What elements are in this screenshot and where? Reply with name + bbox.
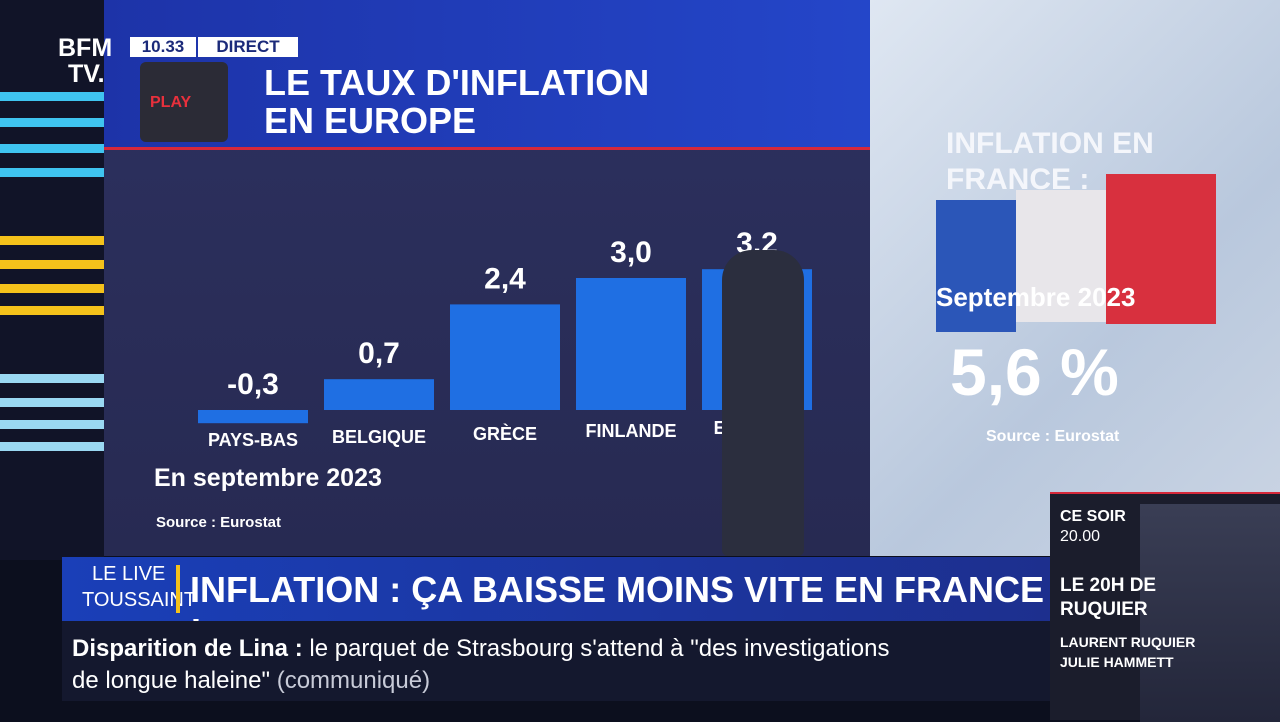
promo-time: 20.00 bbox=[1060, 528, 1101, 545]
logo-bottom: TV. bbox=[68, 60, 105, 88]
france-title: INFLATION EN FRANCE : bbox=[946, 127, 1154, 196]
flag-white bbox=[1016, 190, 1106, 322]
banner-divider bbox=[176, 565, 180, 613]
bar bbox=[198, 410, 308, 424]
logo-top: BFM bbox=[58, 34, 113, 62]
value-label: 3,0 bbox=[610, 236, 652, 269]
france-value: 5,6 % bbox=[950, 335, 1119, 409]
chart-source: Source : Eurostat bbox=[156, 514, 282, 531]
category-label: FINLANDE bbox=[586, 421, 677, 441]
bar bbox=[450, 304, 560, 410]
flag-red bbox=[1106, 174, 1216, 324]
ticker-note: (communiqué) bbox=[276, 667, 431, 694]
ticker-body: le parquet de Strasbourg s'attend à "des… bbox=[72, 635, 890, 694]
chart-title: LE TAUX D'INFLATION EN EUROPE bbox=[264, 62, 650, 141]
promo-when: CE SOIR bbox=[1060, 508, 1126, 525]
category-label: PAYS-BAS bbox=[208, 430, 298, 450]
value-label: 0,7 bbox=[358, 337, 400, 370]
led-wall bbox=[0, 0, 104, 560]
promo-photo bbox=[1140, 504, 1280, 722]
category-label: GRÈCE bbox=[473, 423, 537, 444]
promo-host2: JULIE HAMMETT bbox=[1060, 654, 1174, 670]
bar bbox=[576, 278, 686, 410]
play-box bbox=[140, 62, 228, 142]
flag-blue bbox=[936, 200, 1016, 332]
show-bottom: TOUSSAINT bbox=[82, 589, 197, 611]
promo-host1: LAURENT RUQUIER bbox=[1060, 634, 1196, 650]
title-band bbox=[104, 0, 870, 150]
headline: INFLATION : ÇA BAISSE MOINS VITE EN FRAN… bbox=[190, 569, 1045, 652]
value-label: -0,3 bbox=[227, 368, 279, 401]
ticker-topic: Disparition de Lina : bbox=[72, 635, 303, 662]
time: 10.33 bbox=[130, 37, 196, 57]
promo-program: LE 20H DE RUQUIER bbox=[1060, 575, 1157, 620]
show-top: LE LIVE bbox=[92, 563, 166, 585]
play-label: PLAY bbox=[150, 94, 192, 111]
france-source: Source : Eurostat bbox=[986, 428, 1120, 445]
live-status: DIRECT bbox=[198, 37, 298, 57]
bar bbox=[324, 379, 434, 410]
france-panel: INFLATION EN FRANCE : Septembre 2023 5,6… bbox=[870, 0, 1280, 556]
promo: CE SOIR 20.00 LE 20H DE RUQUIER LAURENT … bbox=[1050, 492, 1280, 722]
value-label: 2,4 bbox=[484, 262, 526, 295]
chart-subtitle: En septembre 2023 bbox=[154, 464, 382, 492]
ticker: Disparition de Lina : le parquet de Stra… bbox=[62, 621, 1050, 701]
banner: LE LIVE TOUSSAINT INFLATION : ÇA BAISSE … bbox=[62, 557, 1050, 652]
category-label: BELGIQUE bbox=[332, 427, 426, 447]
logo-box: BFM TV. bbox=[58, 34, 128, 90]
france-date: Septembre 2023 bbox=[936, 282, 1136, 312]
presenter bbox=[722, 250, 804, 556]
ticker-text: Disparition de Lina : le parquet de Stra… bbox=[72, 633, 922, 697]
